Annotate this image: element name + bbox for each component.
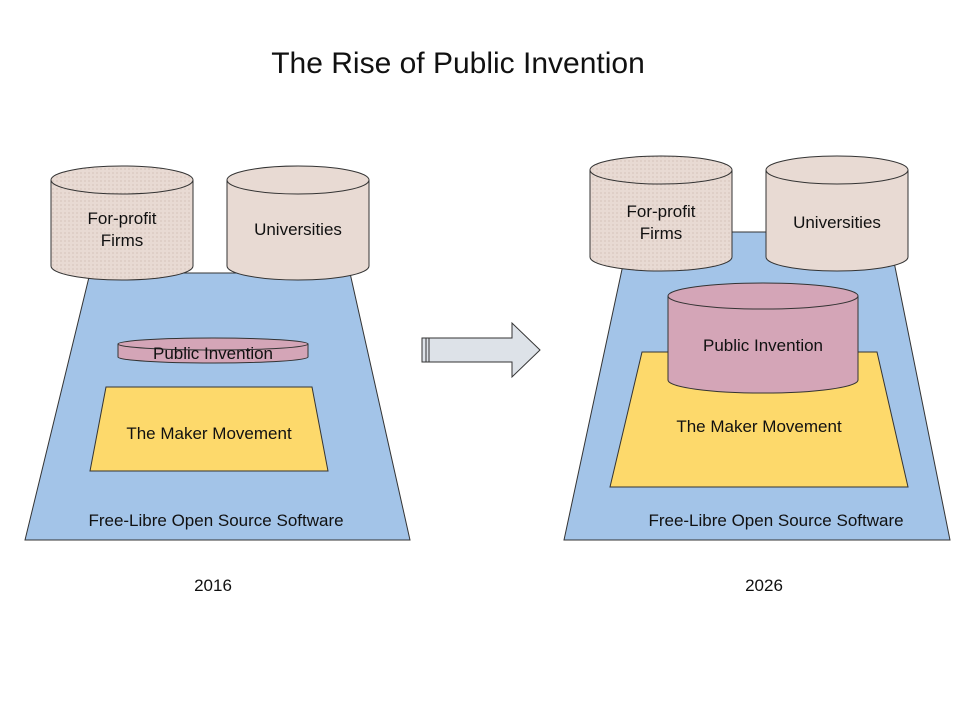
maker-label-2026: The Maker Movement <box>676 417 842 436</box>
public-invention-label-2026: Public Invention <box>703 336 823 355</box>
right-arrow-icon <box>421 321 541 379</box>
firms-label-line1-2016: For-profit <box>88 209 157 228</box>
for-profit-firms-cylinder-2016: For-profit Firms <box>50 165 194 281</box>
panel-2026: Free-Libre Open Source Software The Make… <box>563 155 951 595</box>
firms-label-line1-2026: For-profit <box>627 202 696 221</box>
foss-label-2026: Free-Libre Open Source Software <box>648 511 903 530</box>
maker-label-2016: The Maker Movement <box>126 424 292 443</box>
diagram-title: The Rise of Public Invention <box>271 47 645 80</box>
universities-label-2016: Universities <box>254 220 342 239</box>
for-profit-firms-cylinder-2026: For-profit Firms <box>589 155 733 272</box>
universities-cylinder-2016: Universities <box>226 165 370 281</box>
universities-label-2026: Universities <box>793 213 881 232</box>
maker-movement-2016 <box>89 386 329 472</box>
public-invention-label-2016: Public Invention <box>153 344 273 363</box>
public-invention-cylinder-2016: Public Invention <box>117 337 309 364</box>
year-label-2026: 2026 <box>745 576 783 595</box>
public-invention-cylinder-2026: Public Invention <box>667 282 859 394</box>
year-label-2016: 2016 <box>194 576 232 595</box>
firms-label-line2-2026: Firms <box>640 224 682 243</box>
foss-label-2016: Free-Libre Open Source Software <box>88 511 343 530</box>
firms-label-line2-2016: Firms <box>101 231 143 250</box>
universities-cylinder-2026: Universities <box>765 155 909 272</box>
panel-2016: Free-Libre Open Source Software The Make… <box>24 165 411 595</box>
